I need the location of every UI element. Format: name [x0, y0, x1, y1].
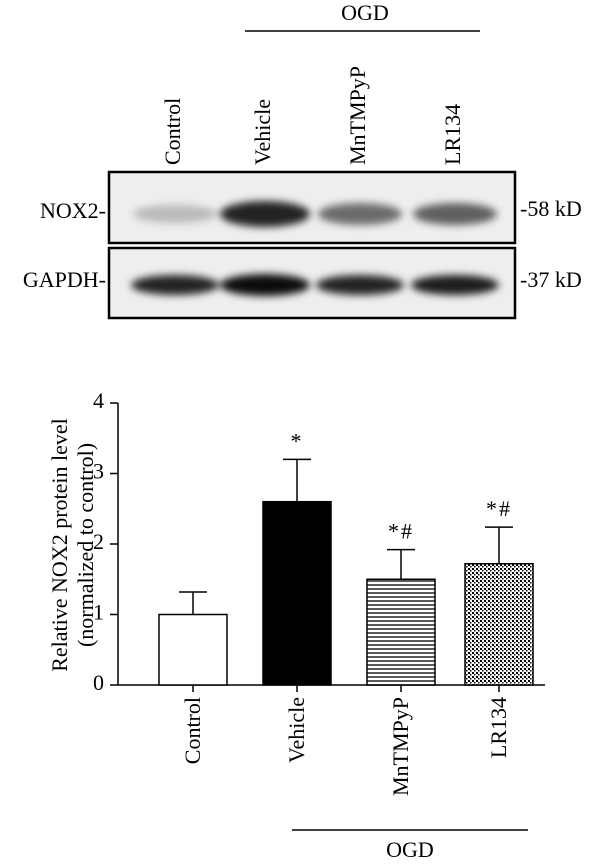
row-label: GAPDH- [23, 267, 106, 292]
y-tick-label: 2 [93, 529, 104, 554]
y-tick-label: 3 [93, 459, 104, 484]
bar [262, 500, 332, 686]
blot: OGD Control Vehicle MnTMPyP LR134 NOX2- … [23, 0, 582, 320]
y-tick-label: 1 [93, 600, 104, 625]
row-size: -37 kD [520, 267, 582, 292]
x-tick-label: MnTMPyP [388, 697, 413, 796]
lane-label: Control [160, 98, 185, 165]
lane-label: MnTMPyP [345, 66, 370, 165]
row-label: NOX2- [40, 198, 106, 223]
x-tick-label: Control [180, 697, 205, 764]
y-tick-label: 4 [93, 388, 104, 413]
row-size: -58 kD [520, 196, 582, 221]
bar [464, 562, 534, 686]
x-tick-label: Vehicle [284, 697, 309, 763]
lane-label: Vehicle [250, 99, 275, 165]
blot-group-label: OGD [341, 0, 389, 25]
lane-label: LR134 [440, 104, 465, 165]
group-label: OGD [386, 837, 434, 862]
significance-label: * [291, 428, 304, 453]
significance-label: *# [486, 496, 512, 521]
y-tick-label: 0 [93, 670, 104, 695]
significance-label: *# [388, 519, 414, 544]
x-tick-label: LR134 [486, 697, 511, 758]
y-axis-label: (normalized to control) [73, 443, 98, 647]
bar [158, 613, 228, 686]
y-axis-label: Relative NOX2 protein level [47, 418, 72, 672]
bands [131, 201, 499, 296]
bar [366, 578, 436, 686]
